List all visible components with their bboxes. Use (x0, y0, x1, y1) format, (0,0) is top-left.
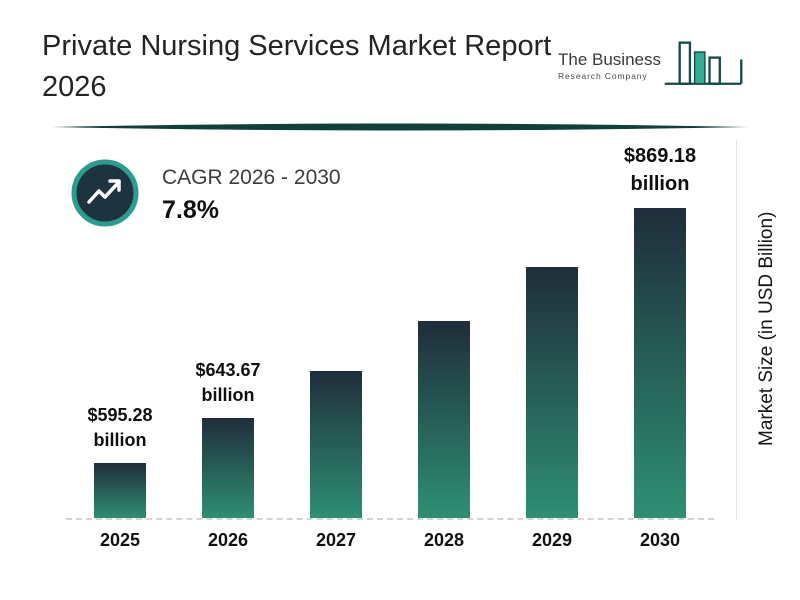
x-axis-label-2025: 2025 (99, 530, 141, 550)
cagr-block: CAGR 2026 - 2030 7.8% (70, 158, 341, 233)
company-name: The Business (558, 50, 661, 69)
bar-value-amount: $869.18 (623, 145, 697, 167)
header-divider (52, 120, 748, 139)
bar-value-unit: billion (201, 384, 255, 405)
bar (526, 267, 578, 518)
x-axis-label-2027: 2027 (315, 530, 357, 550)
x-axis-label-2030: 2030 (639, 530, 681, 550)
bar-value-unit: billion (93, 429, 147, 450)
bar (202, 418, 254, 518)
bar-value-amount: $643.67 (195, 359, 261, 380)
bar-chart: $595.28 billion $643.67 billion (66, 138, 714, 520)
cagr-value: 7.8% (162, 196, 219, 224)
x-axis-labels: 2025 2026 2027 2028 2029 2030 (66, 530, 714, 551)
bar-group-2027 (282, 361, 390, 518)
bar-group-2029 (498, 257, 606, 518)
bar-group-2028 (390, 311, 498, 518)
bar-value-amount: $595.28 (87, 404, 153, 425)
bar-value-label: $869.18 billion (624, 142, 696, 198)
page-title-line1: Private Nursing Services Market Report (42, 30, 552, 62)
bar-group-2030: $869.18 billion (606, 142, 714, 518)
bar-value-label: $643.67 billion (195, 358, 260, 408)
growth-arrow-badge-icon (70, 158, 140, 233)
cagr-label: CAGR 2026 - 2030 (162, 166, 341, 189)
bar (418, 321, 470, 518)
page-title-line2: 2026 (42, 70, 107, 103)
bar-value-unit: billion (630, 173, 690, 195)
bar (94, 463, 146, 518)
x-axis-label-2028: 2028 (423, 530, 465, 550)
x-axis-label-2029: 2029 (531, 530, 573, 550)
bar (310, 371, 362, 518)
bar-value-label: $595.28 billion (87, 403, 152, 453)
page-title: Private Nursing Services Market Report 2… (42, 26, 572, 107)
bar-group-2025: $595.28 billion (66, 403, 174, 518)
company-logo-text: The Business Research Company (558, 50, 661, 81)
y-axis-title: Market Size (in USD Billion) (756, 211, 777, 447)
cagr-text: CAGR 2026 - 2030 7.8% (162, 166, 341, 225)
right-axis-line (736, 140, 737, 520)
company-logo: The Business Research Company (558, 34, 745, 103)
bar-chart-logo-icon (661, 34, 745, 103)
bar-group-2026: $643.67 billion (174, 358, 282, 518)
company-subname: Research Company (558, 71, 648, 81)
x-axis-label-2026: 2026 (207, 530, 249, 550)
bar (634, 208, 686, 518)
